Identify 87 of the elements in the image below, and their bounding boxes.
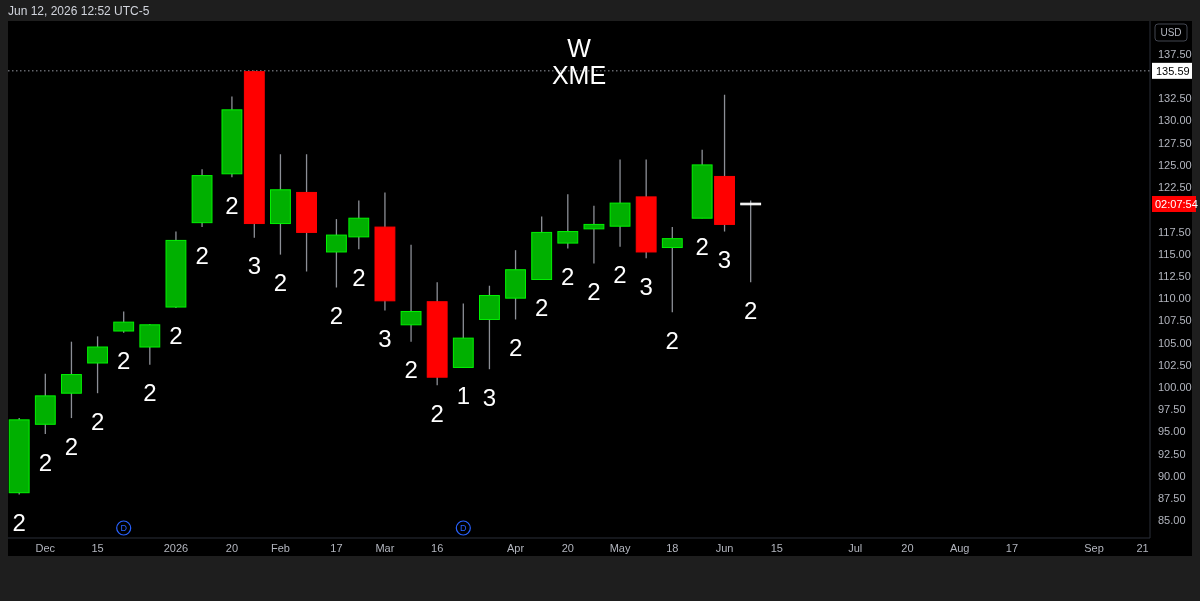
annotation: 2 [64, 432, 79, 460]
annotation: 2 [587, 278, 601, 306]
candlestick [661, 226, 683, 314]
y-tick-label: 107.50 [1158, 314, 1192, 327]
text: XME [551, 61, 607, 89]
annotation: 2 [143, 379, 157, 407]
y-tick-label: 87.50 [1158, 492, 1186, 505]
annotation: 3 [717, 246, 732, 274]
x-tick-label: Jul [848, 542, 863, 554]
annotation: 2 [613, 261, 627, 289]
annotation: 2 [90, 407, 105, 435]
annotation: D [120, 523, 128, 533]
candlestick [583, 205, 605, 265]
annotation: 2 [665, 326, 679, 354]
x-tick-label: 20 [225, 542, 239, 554]
candlestick [61, 341, 82, 419]
y-tick-label: 125.00 [1158, 158, 1192, 171]
y-tick-label: 90.00 [1158, 469, 1186, 482]
y-tick-label: 100.00 [1158, 380, 1192, 393]
y-tick-label: 117.50 [1158, 225, 1191, 238]
annotation: 2 [404, 356, 418, 384]
y-axis-title: USD [1160, 27, 1182, 38]
annotation: 3 [482, 383, 497, 411]
candlestick [113, 310, 135, 334]
x-tick-label: Feb [270, 542, 290, 554]
circled-letter-icon: D [455, 520, 471, 536]
x-tick-label: 21 [1136, 542, 1149, 554]
annotation: 2 [117, 347, 131, 375]
y-tick-label: 137.50 [1158, 47, 1192, 60]
annotation: 2 [225, 191, 239, 219]
y-tick-label: 92.50 [1158, 447, 1186, 460]
y-tick-label: 105.00 [1158, 336, 1192, 349]
y-tick-label: 97.50 [1158, 403, 1186, 416]
x-tick-label: 2026 [163, 542, 189, 554]
y-tick-label: 95.00 [1158, 425, 1186, 438]
annotation: 2 [561, 262, 575, 290]
x-tick-label: 16 [431, 542, 444, 554]
y-tick-label: 115.00 [1158, 247, 1191, 260]
ref-line-label: 135.59 [1156, 64, 1190, 77]
annotation: 3 [378, 325, 392, 353]
annotation: 2 [695, 232, 709, 260]
y-tick-label: 132.50 [1158, 92, 1192, 105]
x-tick-label: 17 [1005, 542, 1019, 554]
x-tick-label: Mar [375, 542, 395, 554]
y-tick-label: 127.50 [1158, 136, 1192, 149]
x-tick-label: 20 [901, 542, 914, 554]
annotation: 2 [12, 508, 26, 536]
annotation: 1 [456, 381, 470, 409]
x-tick-label: Sep [1084, 542, 1104, 554]
x-tick-label: 18 [666, 542, 679, 554]
annotation: 2 [329, 301, 344, 329]
x-tick-label: 17 [330, 542, 343, 554]
annotation: 2 [535, 294, 549, 321]
text: Jun 12, 2026 12:52 UTC-5 [8, 4, 150, 18]
x-tick-label: 20 [561, 542, 574, 554]
annotation: 2 [169, 322, 183, 350]
y-tick-label: 85.00 [1158, 514, 1186, 527]
y-tick-label: 122.50 [1158, 181, 1192, 194]
annotation: 2 [38, 448, 52, 476]
annotation: 3 [639, 272, 653, 300]
annotation: 2 [430, 399, 444, 427]
x-tick-label: May [609, 542, 631, 554]
annotation: 3 [247, 252, 261, 280]
y-tick-label: 110.00 [1158, 292, 1191, 305]
y-tick-label: 112.50 [1158, 269, 1191, 282]
annotation: 2 [508, 333, 523, 361]
x-tick-label: 15 [770, 542, 783, 554]
text: W [567, 34, 592, 62]
x-tick-label: 15 [91, 542, 104, 554]
candlestick [87, 335, 108, 394]
x-tick-label: Apr [506, 542, 525, 554]
x-tick-label: Aug [949, 542, 970, 554]
x-tick-label: Jun [715, 542, 734, 554]
candlestick [400, 244, 422, 343]
candlestick [609, 158, 631, 248]
x-tick-label: Dec [35, 542, 56, 554]
y-tick-label: 130.00 [1158, 114, 1192, 127]
candlestick [479, 285, 500, 370]
annotation: 2 [273, 269, 288, 297]
candlestick [557, 193, 579, 250]
annotation: 2 [195, 241, 209, 269]
annotation: 2 [743, 296, 758, 324]
y-tick-label: 102.50 [1158, 358, 1192, 371]
candlestick [139, 323, 161, 366]
circled-letter-icon: D [116, 520, 132, 536]
annotation: 2 [352, 263, 366, 291]
annotation: D [460, 523, 468, 533]
